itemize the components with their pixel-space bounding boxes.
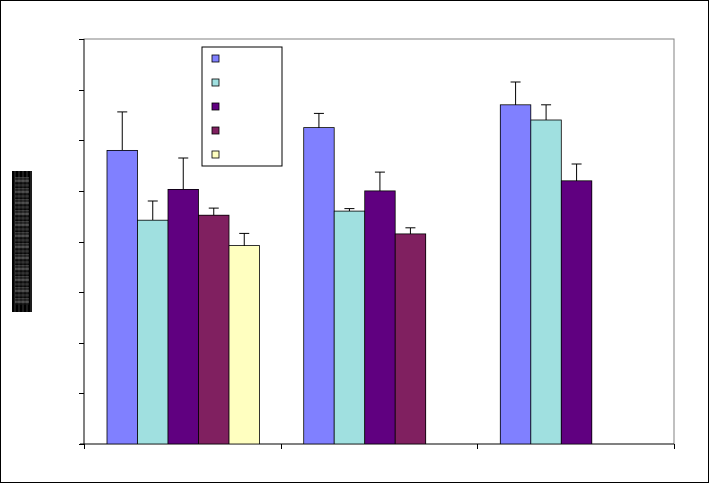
bar xyxy=(137,219,169,445)
bar xyxy=(364,190,396,445)
bar xyxy=(228,245,260,445)
legend-swatch xyxy=(211,102,220,111)
bar xyxy=(167,188,199,445)
bar xyxy=(394,233,427,445)
y-axis-label xyxy=(12,171,32,312)
legend-swatch xyxy=(211,54,220,63)
legend-swatch xyxy=(211,150,220,159)
legend-swatch xyxy=(211,78,220,87)
bar xyxy=(333,210,366,445)
bar xyxy=(198,214,230,445)
error-bars xyxy=(117,81,582,246)
bar xyxy=(106,149,138,445)
bar xyxy=(303,127,335,445)
bars xyxy=(106,104,593,445)
legend xyxy=(201,46,283,167)
legend-swatch xyxy=(211,126,220,135)
bar xyxy=(560,180,593,445)
bar xyxy=(499,104,532,445)
bar xyxy=(530,119,562,445)
